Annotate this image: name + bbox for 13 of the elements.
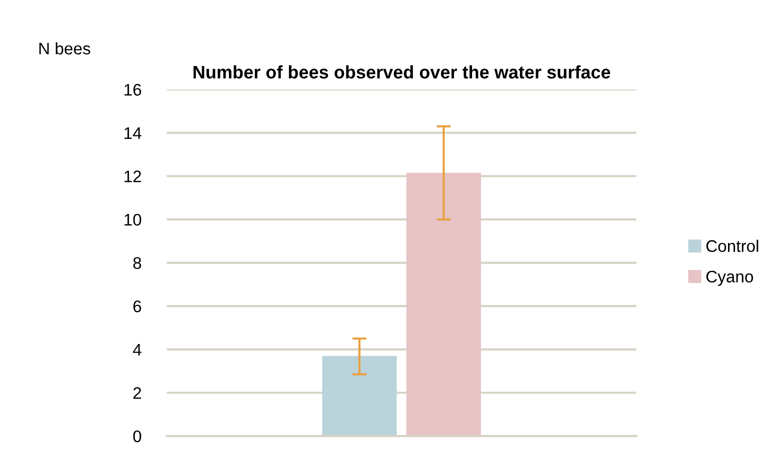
- y-tick-label: 10: [124, 214, 142, 226]
- y-tick-label: 0: [133, 430, 142, 442]
- y-tick-label: 16: [124, 84, 142, 96]
- y-tick-label: 4: [132, 344, 142, 356]
- y-axis-title: N bees: [39, 42, 90, 54]
- legend-label: Cyano: [706, 270, 754, 286]
- y-tick-label: 6: [133, 300, 142, 312]
- y-tick-label: 12: [124, 170, 142, 182]
- y-tick-label: 14: [124, 127, 142, 139]
- legend-label: Control: [706, 240, 758, 252]
- y-tick-label: 8: [133, 257, 142, 269]
- chart-title: Number of bees observed over the water surface: [194, 65, 610, 79]
- y-tick-label: 2: [133, 387, 142, 399]
